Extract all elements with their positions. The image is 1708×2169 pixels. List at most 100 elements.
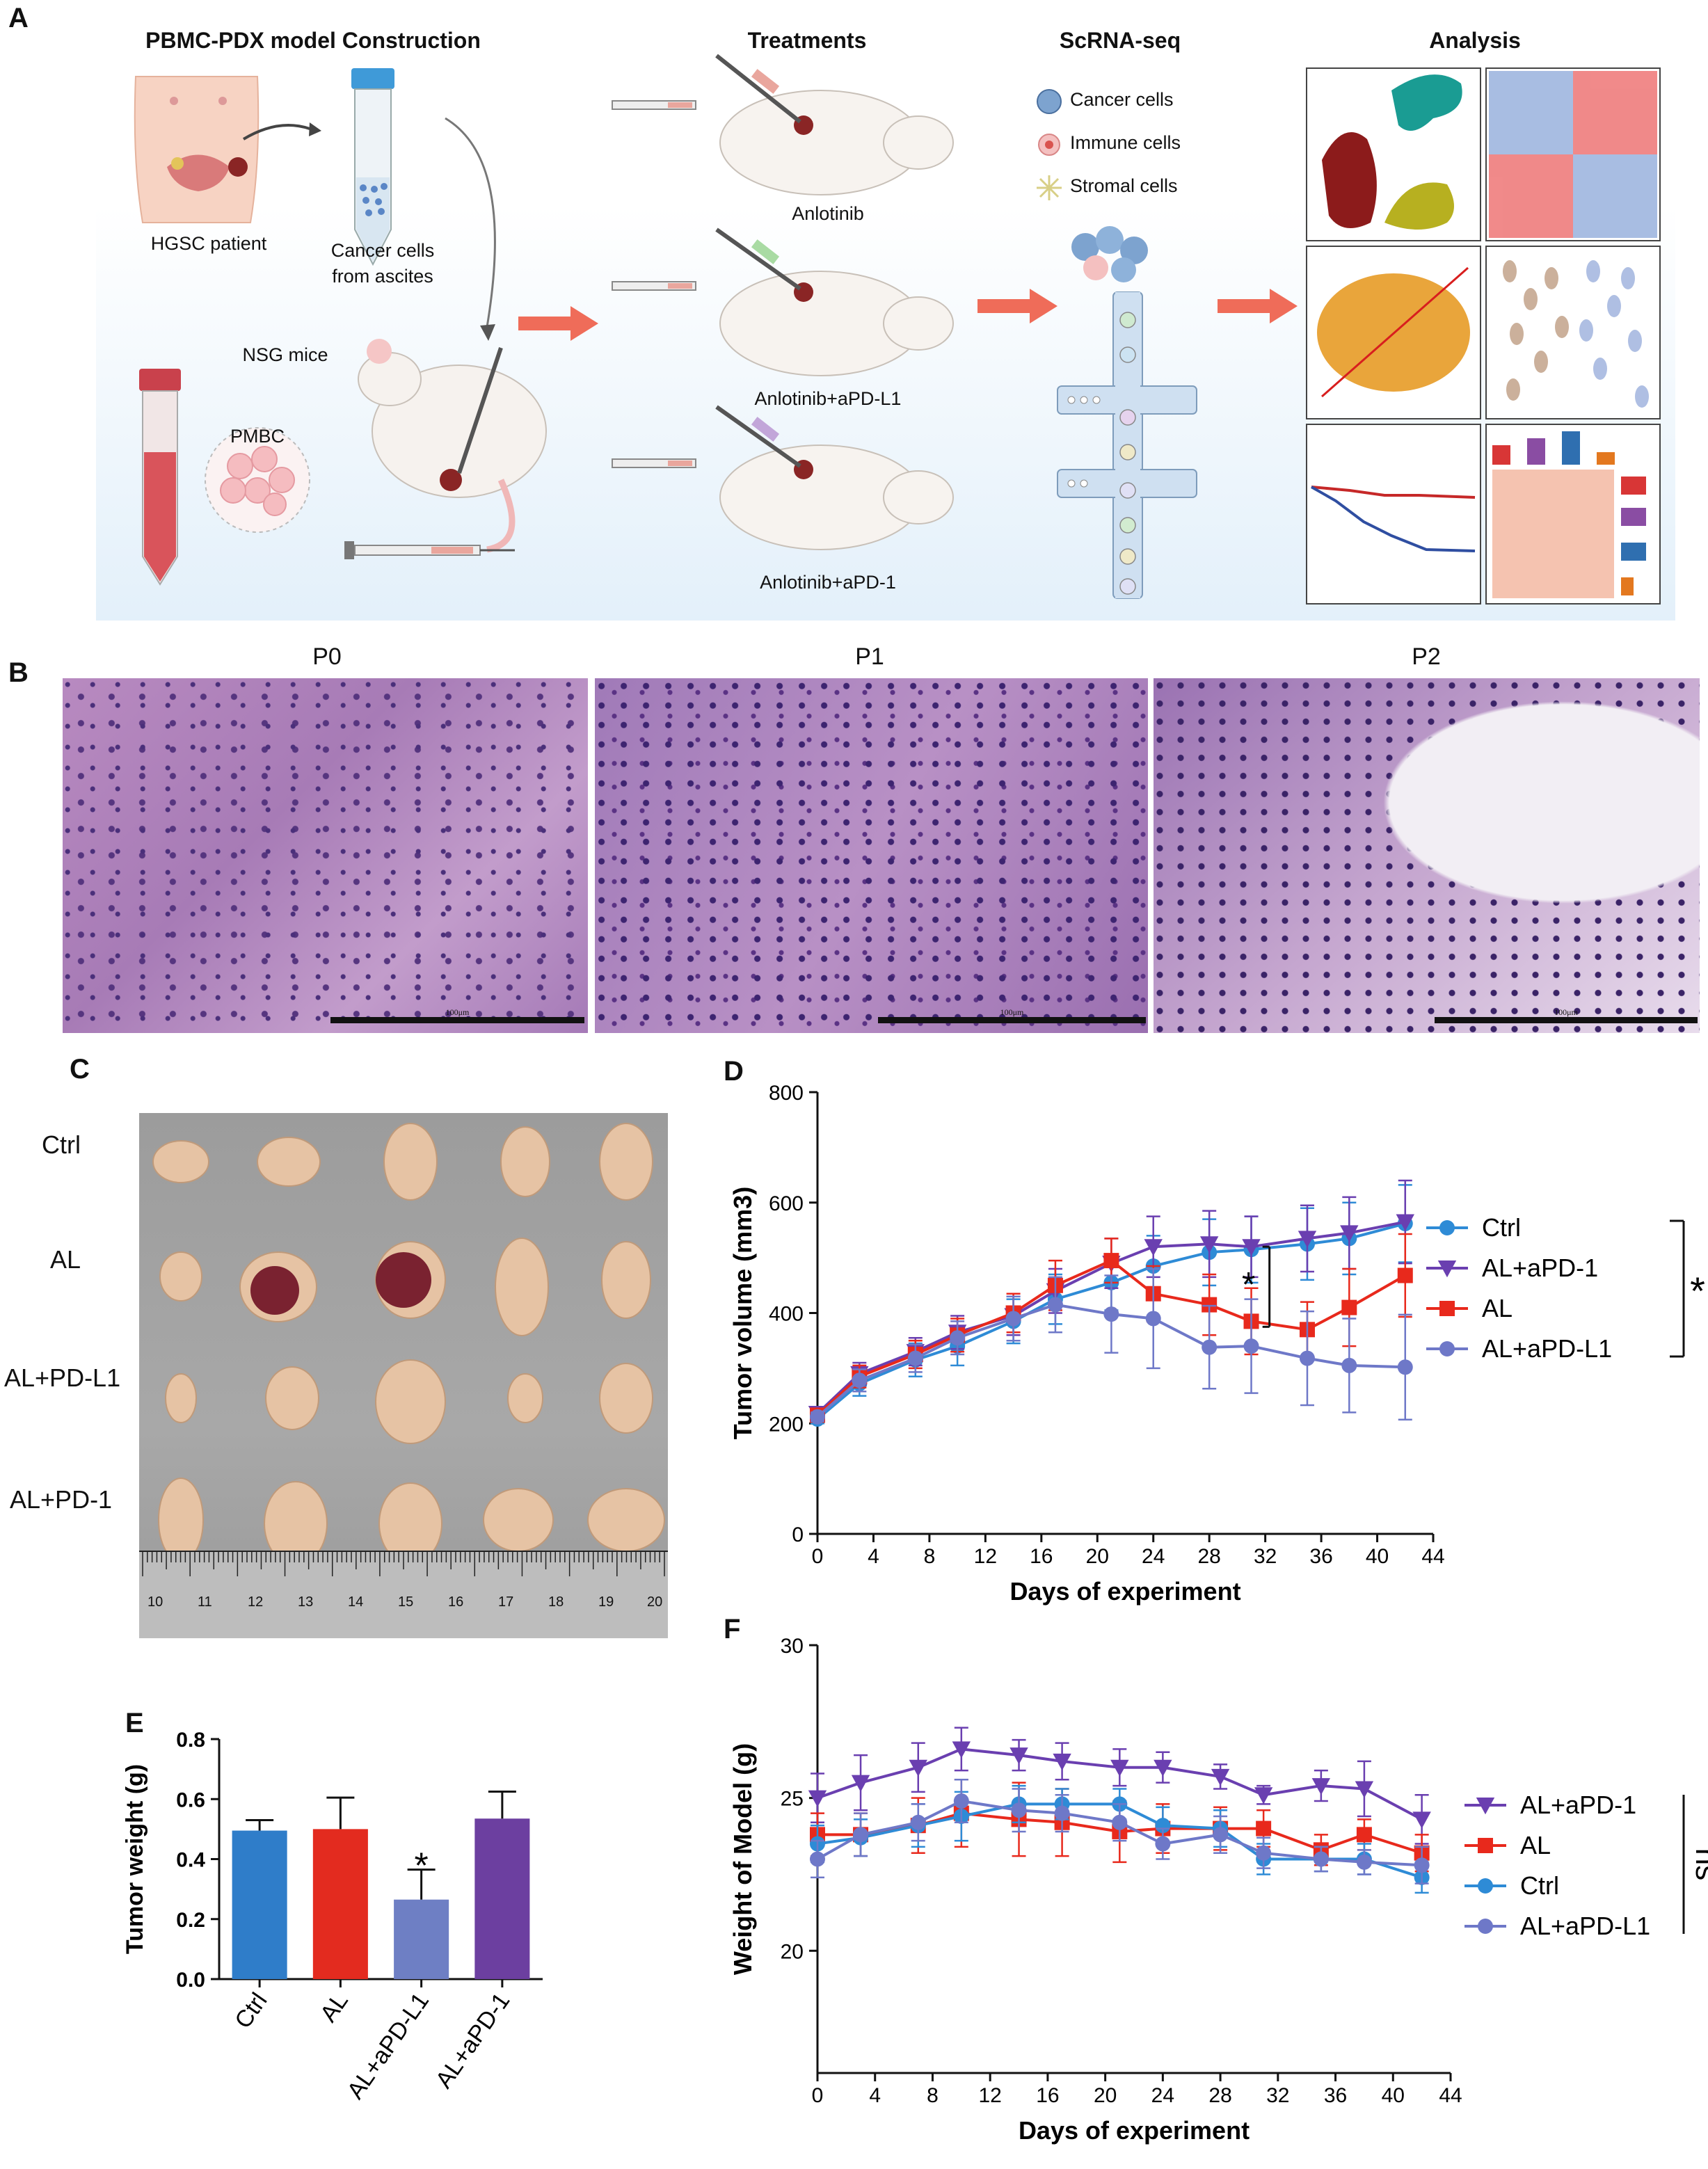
series-al-apd-l1 (810, 1779, 1430, 1884)
data-point (1356, 1854, 1372, 1870)
histology-image-p0 (63, 678, 588, 1033)
row-label-al-pd1: AL+PD-1 (10, 1485, 113, 1514)
y-tick-label: 20 (781, 1940, 804, 1963)
arrow-1 (518, 306, 598, 341)
data-point (1202, 1297, 1218, 1313)
y-axis-title: Tumor volume (mm3) (728, 1187, 757, 1439)
bar-ctrl (232, 1830, 287, 1979)
data-point (1112, 1814, 1128, 1830)
x-tick-label: 40 (1366, 1545, 1389, 1568)
data-point (1254, 1787, 1273, 1804)
y-axis-title: Weight of Model (g) (728, 1743, 757, 1975)
x-tick-label: 44 (1439, 2084, 1462, 2107)
data-point (1047, 1297, 1063, 1313)
group-sig-star: * (1690, 1269, 1705, 1313)
y-tick-label: 0.2 (176, 1909, 205, 1932)
y-tick-label: 25 (781, 1788, 804, 1811)
data-point (1412, 1811, 1431, 1829)
data-point (1298, 1231, 1317, 1248)
x-tick-label: 20 (1086, 1545, 1109, 1568)
y-axis-title: Tumor weight (g) (122, 1764, 148, 1954)
panel-a-illustration (134, 54, 1661, 605)
row-label-al: AL (50, 1245, 81, 1274)
ruler-number: 19 (598, 1594, 614, 1610)
bar-al-apd-l1 (394, 1899, 449, 1979)
heading-analysis: Analysis (1429, 28, 1521, 53)
x-axis-title: Days of experiment (1019, 2116, 1250, 2145)
panel-a-letter: A (8, 3, 29, 33)
syringe-bottom (344, 541, 515, 559)
data-point (910, 1814, 926, 1830)
blood-tube (139, 369, 181, 586)
legend-stromal-cells: Stromal cells (1070, 175, 1178, 196)
data-point (1396, 1214, 1414, 1231)
y-tick-label: 0.8 (176, 1729, 205, 1752)
panel-b-letter: B (8, 657, 29, 688)
scale-label-p1: 100μm (1000, 1007, 1024, 1017)
ruler-number: 11 (198, 1594, 212, 1610)
bar-al-apd-1 (474, 1818, 530, 1979)
heading-scrna-seq: ScRNA-seq (1059, 28, 1181, 53)
data-point (853, 1827, 869, 1843)
label-treatment-anlotinib-apd1: Anlotinib+aPD-1 (760, 572, 896, 593)
legend-label: AL+aPD-1 (1482, 1254, 1598, 1282)
data-point (1202, 1339, 1218, 1355)
data-point (1299, 1350, 1315, 1366)
x-tick-label: 8 (924, 1545, 936, 1568)
legend-marker (1478, 1919, 1493, 1934)
x-tick-label: 0 (812, 2084, 824, 2107)
histology-image-p2 (1154, 678, 1700, 1033)
panel-d-letter: D (724, 1056, 744, 1087)
data-point (909, 1759, 927, 1777)
tumor-specimens (139, 1123, 668, 1638)
sig-star: * (415, 1846, 429, 1887)
label-treatment-anlotinib: Anlotinib (792, 203, 864, 224)
arrow-3 (1218, 289, 1298, 323)
row-label-al-pdl1: AL+PD-L1 (4, 1363, 121, 1392)
arrow-2 (977, 289, 1057, 323)
x-tick-label: 16 (1030, 1545, 1053, 1568)
treatment-mice (612, 54, 954, 550)
legend-marker (1478, 1838, 1493, 1853)
data-point (952, 1741, 971, 1759)
data-point (907, 1350, 923, 1366)
series-al-apd-l1 (810, 1267, 1413, 1425)
histology-title-p1: P1 (855, 643, 884, 670)
x-tick-label: AL+aPD-1 (431, 1988, 516, 2093)
data-point (1011, 1802, 1027, 1818)
nsg-mouse (358, 339, 547, 553)
label-cancer-cells-1: Cancer cells (330, 240, 435, 261)
x-tick-label: 20 (1094, 2084, 1117, 2107)
heading-treatments: Treatments (747, 28, 867, 53)
data-point (1341, 1299, 1357, 1315)
y-tick-label: 0.6 (176, 1788, 205, 1811)
data-point (1155, 1836, 1171, 1852)
scale-bar-p2 (1435, 1017, 1698, 1023)
data-point (1242, 1239, 1261, 1256)
data-point (1005, 1311, 1021, 1327)
bar-al (312, 1829, 368, 1979)
data-point (1053, 1753, 1071, 1771)
sig-star: * (1242, 1265, 1255, 1304)
legend-marker (1439, 1301, 1455, 1316)
heading-model-construction: PBMC-PDX model Construction (145, 28, 481, 53)
x-tick-label: 28 (1197, 1545, 1220, 1568)
data-point (1199, 1236, 1219, 1254)
x-tick-label: 12 (974, 1545, 997, 1568)
label-treatment-anlotinib-apdl1: Anlotinib+aPD-L1 (754, 388, 902, 409)
legend-immune-cells: Immune cells (1070, 132, 1181, 153)
data-point (1397, 1267, 1413, 1283)
data-point (1397, 1359, 1413, 1375)
ruler-number: 14 (348, 1594, 364, 1610)
scale-label-p2: 100μm (1554, 1007, 1578, 1017)
x-tick-label: 16 (1036, 2084, 1059, 2107)
x-tick-label: 24 (1142, 1545, 1165, 1568)
legend-label: Ctrl (1482, 1213, 1521, 1242)
legend-marker (1476, 1798, 1495, 1815)
data-point (1243, 1338, 1259, 1354)
ruler-number: 15 (398, 1594, 414, 1610)
x-tick-label: 12 (978, 2084, 1001, 2107)
chart-model-weight: 0 4 8 12 16 20 24 28 32 36 40 44 20 25 30 Days of exper… (728, 1635, 1708, 2145)
y-tick-label: 200 (769, 1413, 804, 1436)
ruler-numbers: 10 11 12 13 14 15 16 17 18 19 20 (139, 1594, 668, 1615)
